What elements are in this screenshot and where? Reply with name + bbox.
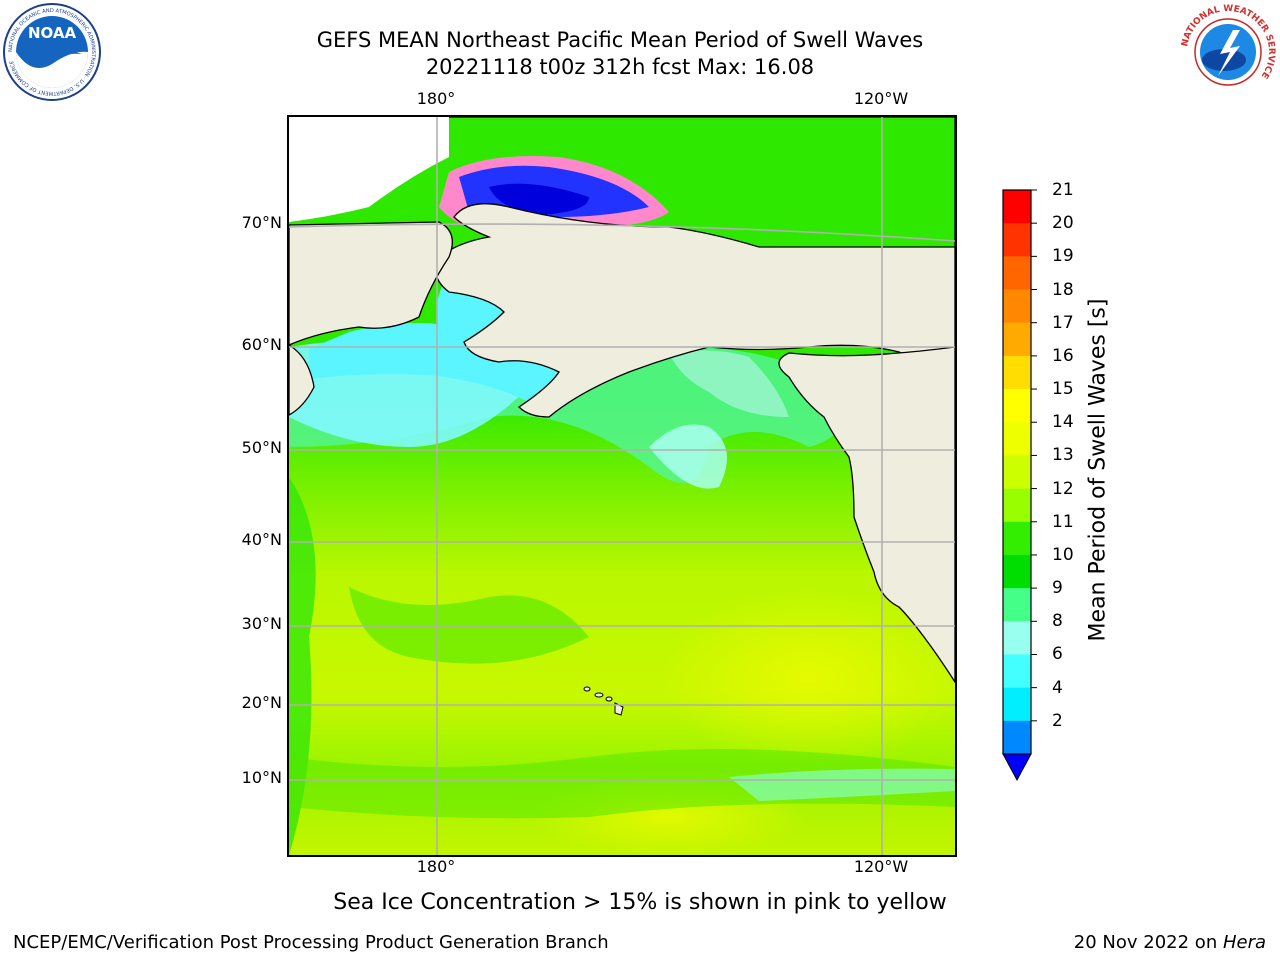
- colorbar-label: Mean Period of Swell Waves [s]: [1085, 298, 1111, 642]
- tropical-green-band: [289, 749, 955, 819]
- chukchi-core: [489, 183, 589, 215]
- colorbar-segment: [1003, 389, 1031, 423]
- siberia-land: [289, 221, 453, 346]
- colorbar-segment: [1003, 687, 1031, 722]
- colorbar-tick-label: 21: [1052, 180, 1074, 200]
- colorbar-segment: [1003, 289, 1031, 324]
- noaa-logo-text: NOAA: [28, 24, 77, 42]
- colorbar-tick-label: 14: [1052, 412, 1074, 433]
- map-panel: [287, 115, 957, 857]
- lat-label-20n: 20°N: [241, 693, 282, 712]
- plot-subtitle: 20221118 t00z 312h fcst Max: 16.08: [425, 55, 815, 79]
- colorbar-segment: [1003, 223, 1031, 257]
- kamchatka-land: [289, 344, 315, 416]
- swell-period-map: [289, 117, 955, 855]
- colorbar-segment: [1003, 190, 1031, 224]
- noaa-logo: NOAA NATIONAL OCEANIC AND ATMOSPHERIC AD…: [3, 3, 101, 101]
- tropical-cyan-streak: [729, 768, 955, 801]
- colorbar-tick-label: 9: [1052, 578, 1063, 599]
- colorbar-tick-label: 6: [1052, 644, 1063, 665]
- colorbar-segment: [1003, 521, 1031, 556]
- north-america-coast: [778, 346, 955, 684]
- footer-date: 20 Nov 2022 on Hera: [1074, 932, 1266, 953]
- colorbar-tick-label: 13: [1052, 445, 1074, 466]
- colorbar-segment: [1003, 654, 1031, 689]
- colorbar-tick-label: 17: [1052, 312, 1074, 333]
- lat-label-60n: 60°N: [241, 335, 282, 354]
- colorbar-segment: [1003, 488, 1031, 523]
- colorbar-tick-label: 20: [1052, 213, 1074, 234]
- colorbar-segment: [1003, 621, 1031, 655]
- graticule: [289, 117, 955, 855]
- lat-label-10n: 10°N: [241, 768, 282, 787]
- colorbar-tick-label: 11: [1052, 511, 1074, 532]
- colorbar-tick-label: 4: [1052, 677, 1063, 698]
- lat-label-30n: 30°N: [241, 614, 282, 633]
- colorbar-segment: [1003, 422, 1031, 456]
- colorbar-tick-label: 18: [1052, 279, 1074, 300]
- colorbar-segment: [1003, 256, 1031, 291]
- colorbar-segment: [1003, 588, 1031, 622]
- lon-label-top-120w: 120°W: [853, 89, 909, 108]
- colorbar-segment: [1003, 455, 1031, 490]
- footer-host: Hera: [1222, 932, 1266, 953]
- colorbar-tick-label: 8: [1052, 611, 1063, 632]
- colorbar-tick-label: 2: [1052, 710, 1063, 731]
- footer-producer: NCEP/EMC/Verification Post Processing Pr…: [13, 932, 609, 953]
- colorbar: [1002, 189, 1037, 782]
- footer-date-text: 20 Nov 2022 on: [1073, 932, 1223, 953]
- gulf-alaska-swell: [669, 350, 789, 417]
- lat-label-70n: 70°N: [241, 213, 282, 232]
- sea-ice-footnote: Sea Ice Concentration > 15% is shown in …: [333, 890, 947, 915]
- colorbar-tick-label: 10: [1052, 544, 1074, 565]
- east-yellow-zone: [659, 587, 955, 767]
- colorbar-segment: [1003, 322, 1031, 357]
- colorbar-segment: [1003, 554, 1031, 589]
- colorbar-outline: [1002, 189, 1032, 755]
- colorbar-tick-label: 15: [1052, 379, 1074, 400]
- cyan-patch: [649, 424, 727, 489]
- colorbar-tick-label: 16: [1052, 345, 1074, 366]
- nws-logo: NATIONAL WEATHER SERVICE: [1180, 4, 1276, 100]
- bering-sea-swell: [309, 323, 589, 402]
- colorbar-segment: [1003, 355, 1031, 390]
- lon-label-bottom-120w: 120°W: [853, 857, 909, 876]
- lat-label-40n: 40°N: [241, 530, 282, 549]
- lon-label-top-180: 180°: [416, 89, 456, 108]
- colorbar-tick-label: 12: [1052, 478, 1074, 499]
- colorbar-tick-label: 19: [1052, 246, 1074, 267]
- lon-label-bottom-180: 180°: [416, 857, 456, 876]
- colorbar-extend-arrow: [1002, 753, 1032, 782]
- plot-title: GEFS MEAN Northeast Pacific Mean Period …: [316, 28, 924, 52]
- colorbar-segment: [1003, 720, 1031, 755]
- arctic-white: [289, 117, 449, 222]
- lat-label-50n: 50°N: [241, 438, 282, 457]
